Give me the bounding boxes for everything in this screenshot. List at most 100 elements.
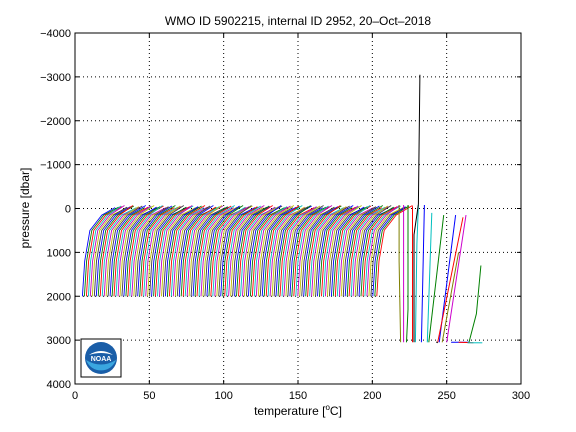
profile-line bbox=[135, 206, 169, 297]
profile-line bbox=[356, 205, 392, 297]
profile-line bbox=[344, 205, 380, 297]
outlier-profile-line bbox=[398, 205, 402, 343]
profile-line bbox=[297, 205, 333, 297]
profile-line bbox=[218, 205, 252, 297]
x-tick-label: 100 bbox=[214, 390, 232, 402]
y-tick-label: −1000 bbox=[40, 160, 71, 172]
profile-line bbox=[188, 205, 223, 297]
profile-line bbox=[143, 206, 179, 297]
profile-line bbox=[332, 206, 368, 297]
profile-line bbox=[319, 207, 353, 297]
outlier-profile-line bbox=[446, 215, 467, 343]
profile-line bbox=[220, 207, 256, 297]
x-tick-label: 300 bbox=[512, 390, 530, 402]
noaa-logo-text: NOAA bbox=[91, 356, 112, 363]
profile-line bbox=[376, 205, 413, 297]
y-axis-label: pressure [dbar] bbox=[18, 168, 32, 249]
profile-line bbox=[249, 207, 285, 297]
profile-line bbox=[87, 205, 122, 297]
x-tick-label: 200 bbox=[363, 390, 381, 402]
profile-line bbox=[198, 205, 235, 297]
profile-line bbox=[354, 205, 389, 297]
profile-line bbox=[301, 206, 335, 297]
profile-line bbox=[208, 205, 244, 297]
profile-line bbox=[362, 206, 398, 297]
profile-line bbox=[257, 205, 295, 297]
profile-line bbox=[287, 205, 324, 297]
profile-line bbox=[164, 206, 199, 297]
x-tick-label: 150 bbox=[289, 390, 307, 402]
profile-line bbox=[200, 207, 234, 297]
profile-line bbox=[346, 205, 384, 297]
profile-line bbox=[161, 207, 196, 297]
profile-line bbox=[307, 205, 341, 297]
profile-line bbox=[190, 207, 226, 297]
profile-line bbox=[315, 205, 350, 297]
profile-line bbox=[238, 205, 273, 297]
y-tick-label: −3000 bbox=[40, 72, 71, 84]
profile-line bbox=[291, 206, 327, 297]
profile-line bbox=[350, 206, 386, 297]
profile-line bbox=[95, 206, 131, 297]
profile-line bbox=[230, 207, 264, 297]
y-tick-label: 3000 bbox=[47, 335, 71, 347]
profile-line bbox=[243, 206, 279, 297]
profile-line bbox=[105, 206, 140, 297]
outlier-profile-line bbox=[437, 217, 464, 343]
profile-line bbox=[277, 205, 311, 297]
profile-line bbox=[117, 205, 151, 297]
y-tick-label: 4000 bbox=[47, 379, 71, 391]
profile-line bbox=[182, 206, 217, 297]
profile-line bbox=[125, 206, 161, 297]
profile-line bbox=[93, 206, 128, 297]
profile-line bbox=[372, 206, 406, 297]
profile-line bbox=[326, 205, 362, 297]
outlier-profile-line bbox=[413, 74, 421, 343]
y-tick-label: 0 bbox=[65, 204, 71, 216]
profile-line bbox=[360, 206, 394, 297]
profile-line bbox=[168, 205, 206, 297]
outlier-profile-line bbox=[420, 204, 425, 343]
profile-line bbox=[111, 207, 146, 297]
profile-line bbox=[153, 206, 187, 297]
profile-line bbox=[342, 206, 377, 297]
profile-line bbox=[107, 205, 143, 297]
outlier-profile-line bbox=[428, 215, 445, 343]
outlier-profile-line bbox=[426, 212, 433, 343]
profile-line bbox=[313, 206, 347, 297]
outlier-profile-line bbox=[468, 265, 482, 343]
profile-line bbox=[101, 207, 137, 297]
profile-line bbox=[224, 206, 258, 297]
profile-line bbox=[317, 205, 354, 297]
profile-line bbox=[202, 206, 238, 297]
profile-line bbox=[255, 205, 291, 297]
x-tick-label: 0 bbox=[72, 390, 78, 402]
profile-line bbox=[81, 207, 116, 297]
profile-line bbox=[159, 205, 193, 297]
profile-line bbox=[129, 205, 163, 297]
profile-line bbox=[83, 206, 119, 297]
profile-line bbox=[139, 205, 176, 297]
profile-line bbox=[236, 205, 270, 297]
profile-line bbox=[368, 207, 404, 297]
y-tick-label: −4000 bbox=[40, 28, 71, 40]
noaa-logo: NOAA bbox=[80, 338, 122, 378]
profile-line bbox=[321, 206, 356, 297]
x-axis-label: temperature [oC] bbox=[254, 403, 342, 418]
profile-line bbox=[232, 206, 268, 297]
profile-line bbox=[338, 207, 374, 297]
profile-line bbox=[170, 207, 205, 297]
profile-line bbox=[176, 205, 211, 297]
profile-line bbox=[265, 205, 300, 297]
profile-line bbox=[242, 206, 276, 297]
profile-line bbox=[247, 205, 282, 297]
outlier-profile-line bbox=[414, 204, 419, 343]
profile-line bbox=[324, 205, 359, 297]
y-tick-label: 1000 bbox=[47, 247, 71, 259]
profile-line bbox=[267, 205, 303, 297]
profile-line bbox=[149, 205, 185, 297]
profile-line bbox=[226, 205, 262, 297]
profile-line bbox=[147, 205, 181, 297]
profile-line bbox=[309, 207, 345, 297]
profile-line bbox=[348, 207, 383, 297]
